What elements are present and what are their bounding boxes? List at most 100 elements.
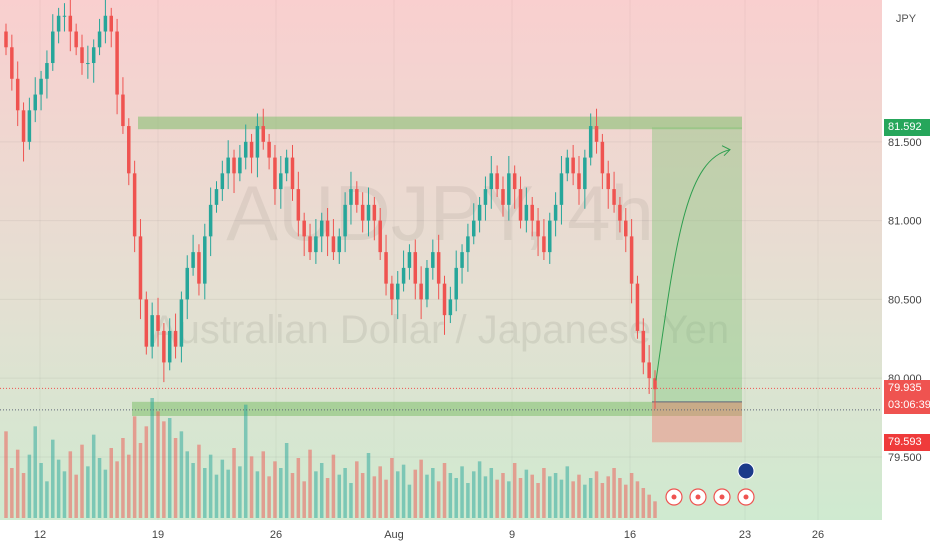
projection-arrow[interactable] [655,145,731,381]
volume-bar [431,468,435,518]
volume-bar [489,468,494,518]
candle-body [553,204,558,221]
candle-body [267,141,271,158]
volume-bar [255,471,260,518]
volume-bar [454,478,458,518]
time-axis-panel [0,520,882,550]
volume-bar [74,474,78,518]
candle-body [91,47,96,64]
volume-bar [284,443,289,518]
volume-bar [156,411,160,518]
candle-body [501,189,505,205]
price-label: 79.593 [884,433,930,451]
candle-body [226,157,230,174]
candle-body [635,283,640,331]
candle-body [39,78,43,95]
volume-bar [378,466,382,518]
candle-body [249,141,254,158]
volume-bar [372,476,377,518]
x-tick-label: 26 [270,529,282,541]
candle-body [4,31,8,48]
candle-body [279,173,283,190]
y-tick-label: 80.500 [888,294,922,306]
x-tick-label: 9 [509,529,515,541]
candle-body [360,204,365,221]
target-area [652,127,742,402]
volume-bar [466,483,470,518]
x-tick-label: 16 [624,529,636,541]
candle-body [138,236,143,300]
candle-body [62,15,67,17]
y-tick-label: 81.000 [888,216,922,228]
candle-body [115,31,119,95]
volume-bar [442,463,447,518]
volume-bar [501,473,505,518]
candle-body [144,299,149,347]
volume-bar [279,468,283,518]
candle-body [366,204,371,221]
long-position-tool[interactable] [652,127,742,443]
candle-body [97,31,102,48]
candle-body [150,315,154,347]
candle-body [460,252,464,268]
volume-bar [565,466,570,518]
volume-bar [477,461,482,518]
volume-bar [21,473,26,518]
volume-bar [167,418,172,518]
candle-body [495,173,499,190]
candle-body [173,330,178,347]
volume-bar [162,421,166,518]
event-dot [719,494,725,500]
candle-body [349,189,353,205]
volume-bar [624,484,628,518]
candle-body [454,267,458,300]
volume-bar [401,464,406,518]
candle-body [594,126,599,142]
projection-arrowhead [721,145,731,157]
economic-events[interactable] [665,462,755,506]
candle-body [214,189,219,205]
price-lines [0,387,882,411]
x-tick-label: Aug [384,529,404,541]
candle-body [419,283,423,300]
candle-body [179,299,184,347]
candle-body [471,220,476,237]
candle-body [68,15,73,32]
candle-body [612,189,616,205]
candle-body [162,330,166,363]
volume-bar [138,443,143,518]
volume-bar [144,426,149,518]
volume-bar [366,453,371,518]
volume-bar [384,479,388,518]
candle-body [536,220,540,237]
support-zone [132,401,742,416]
candle-body [127,126,131,174]
candle-body [565,157,570,174]
volume-bar [460,466,464,518]
volume-bar [296,458,301,518]
candle-body [243,141,248,158]
candle-body [413,252,418,284]
time-axis[interactable]: 12 19 26 Aug 9 16 23 26 [34,529,824,541]
volume-bar [314,471,318,518]
candle-body [302,220,306,237]
candle-body [232,157,236,174]
volume-bar [267,476,271,518]
event-dot [695,494,701,500]
candle-body [203,236,207,284]
candle-body [296,189,301,221]
candle-body [390,283,394,300]
volume-bar [86,466,90,518]
resistance-zone [138,116,742,130]
australia-flag-icon [737,462,755,480]
volume-bars [4,398,657,518]
candle-body [600,141,605,174]
candle-body [45,63,49,79]
volume-bar [261,451,266,518]
candle-body [290,157,295,190]
volume-bar [308,449,312,518]
candle-body [343,204,347,237]
volume-bar [571,481,575,518]
candle-body [618,204,622,221]
